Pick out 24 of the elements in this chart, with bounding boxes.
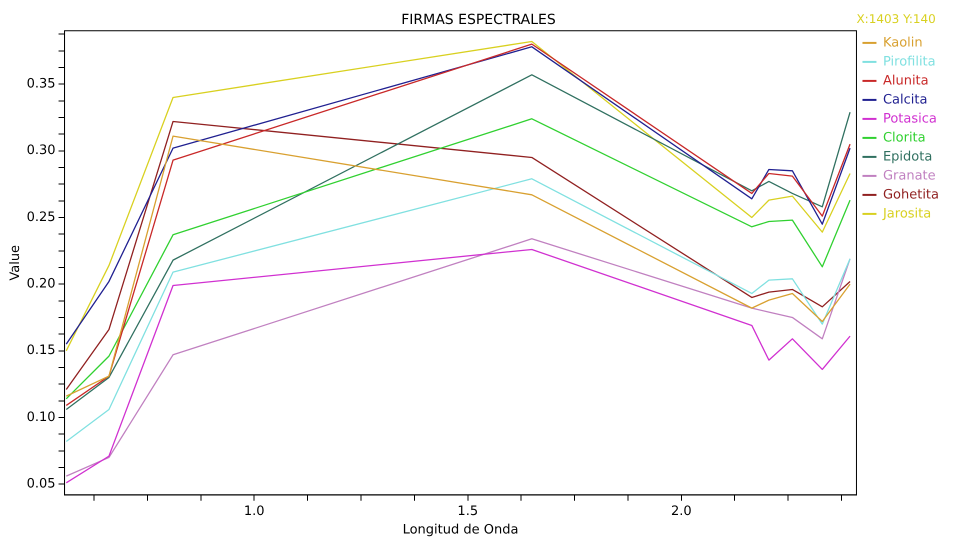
x-tick-label: 1.5 xyxy=(457,504,478,519)
legend-label: Calcita xyxy=(882,92,928,108)
y-tick-label: 0.35 xyxy=(26,76,56,92)
legend-label: Potasica xyxy=(882,111,937,126)
y-tick-label: 0.30 xyxy=(26,143,56,158)
legend-label: Epidota xyxy=(882,149,932,164)
legend-label: Kaolin xyxy=(882,35,923,50)
legend-label: Granate xyxy=(882,168,936,184)
legend-label: Alunita xyxy=(882,73,929,88)
text: X:1403 Y:140 xyxy=(856,12,936,26)
legend-label: Gohetita xyxy=(882,187,940,202)
legend-label: Clorita xyxy=(882,130,926,146)
y-axis-title: Value xyxy=(8,244,24,281)
y-tick-label: 0.05 xyxy=(26,476,56,492)
legend-label: Jarosita xyxy=(882,206,932,222)
y-tick-label: 0.10 xyxy=(26,410,56,425)
legend-label: Pirofilita xyxy=(882,54,936,70)
x-axis-title: Longitud de Onda xyxy=(402,522,518,538)
y-tick-label: 0.15 xyxy=(26,343,56,358)
y-tick-label: 0.25 xyxy=(26,210,56,225)
x-tick-label: 2.0 xyxy=(670,504,692,519)
x-tick-label: 1.0 xyxy=(244,504,265,519)
chart-title: FIRMAS ESPECTRALES xyxy=(401,12,556,28)
y-tick-label: 0.20 xyxy=(26,276,56,292)
